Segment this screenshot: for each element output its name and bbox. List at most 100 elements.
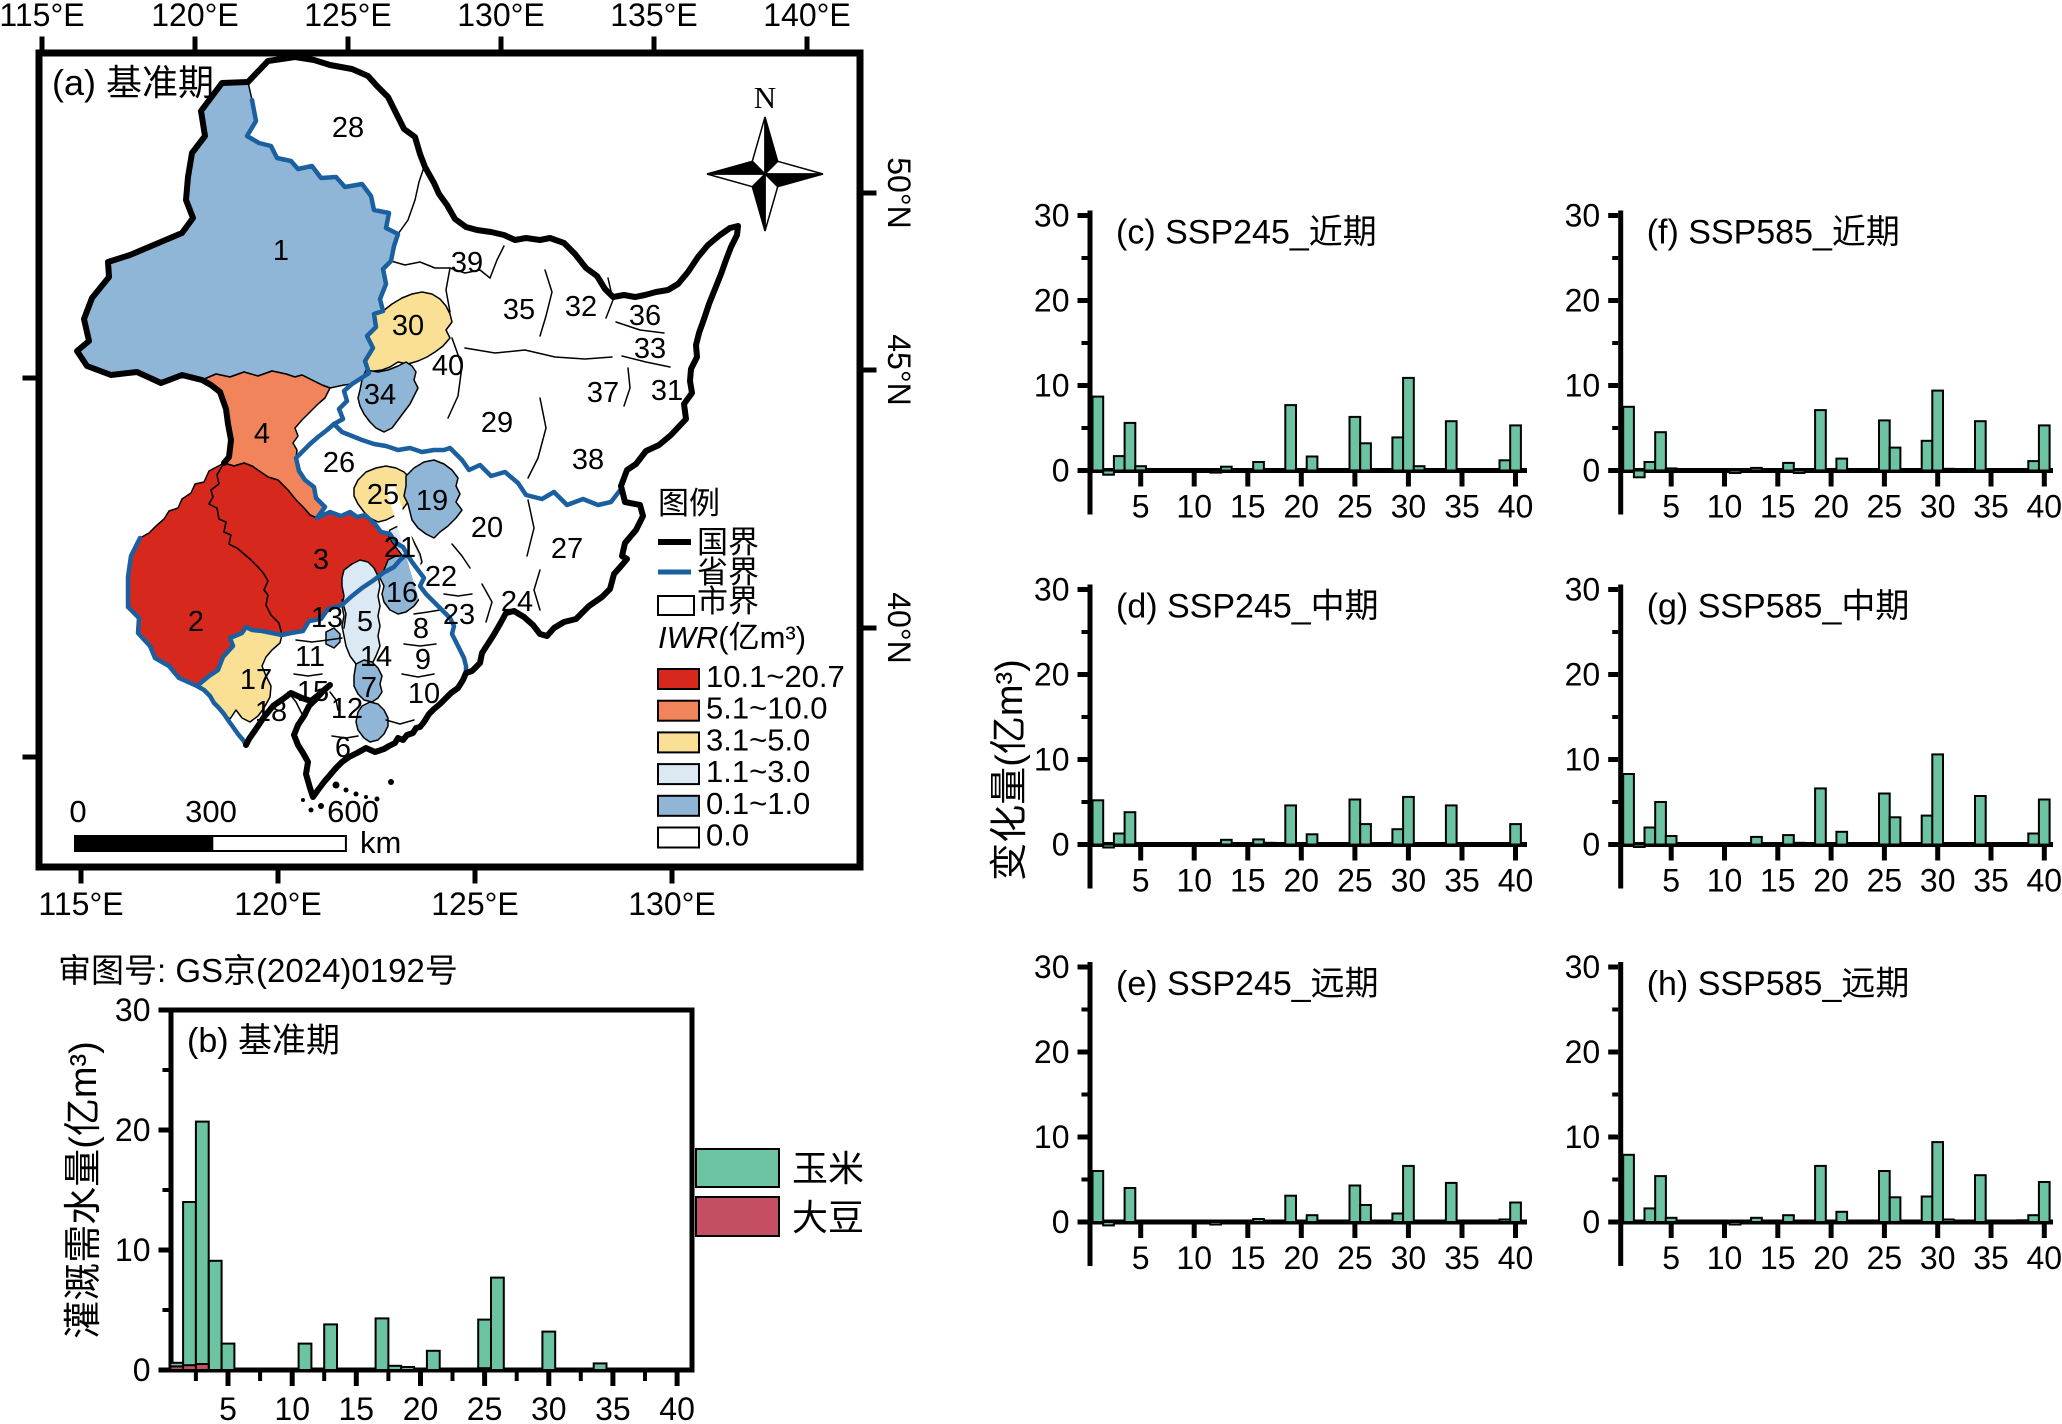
svg-text:审图号: GS京(2024)0192号: 审图号: GS京(2024)0192号 xyxy=(58,952,458,989)
svg-text:25: 25 xyxy=(1867,863,1903,899)
svg-text:25: 25 xyxy=(1337,1240,1373,1276)
svg-text:(c) SSP245_近期: (c) SSP245_近期 xyxy=(1116,214,1377,252)
svg-text:省界: 省界 xyxy=(697,555,759,590)
svg-text:(h) SSP585_远期: (h) SSP585_远期 xyxy=(1647,965,1910,1003)
svg-text:图例: 图例 xyxy=(658,486,720,521)
svg-text:40: 40 xyxy=(659,1391,695,1424)
svg-text:35: 35 xyxy=(1444,863,1480,899)
svg-text:35: 35 xyxy=(1973,1240,2009,1276)
svg-text:5: 5 xyxy=(1132,1240,1150,1276)
svg-text:市界: 市界 xyxy=(697,584,759,619)
svg-text:30: 30 xyxy=(1034,198,1070,234)
svg-text:29: 29 xyxy=(481,407,513,439)
svg-text:10: 10 xyxy=(274,1391,310,1424)
svg-text:600: 600 xyxy=(327,794,379,829)
svg-text:35: 35 xyxy=(503,294,535,326)
svg-text:3.1~5.0: 3.1~5.0 xyxy=(706,722,810,757)
svg-text:35: 35 xyxy=(1444,1240,1480,1276)
svg-text:130°E: 130°E xyxy=(628,886,716,922)
svg-text:40: 40 xyxy=(2027,1240,2062,1276)
svg-text:35: 35 xyxy=(595,1391,631,1424)
svg-text:130°E: 130°E xyxy=(457,0,545,33)
svg-text:9: 9 xyxy=(415,644,431,676)
svg-text:31: 31 xyxy=(651,375,683,407)
svg-text:15: 15 xyxy=(1230,489,1266,525)
svg-text:20: 20 xyxy=(1565,657,1601,693)
svg-text:3: 3 xyxy=(313,544,329,576)
svg-text:20: 20 xyxy=(1813,489,1849,525)
svg-text:玉米: 玉米 xyxy=(792,1148,864,1189)
svg-text:25: 25 xyxy=(1867,1240,1903,1276)
svg-text:7: 7 xyxy=(361,672,377,704)
svg-text:1.1~3.0: 1.1~3.0 xyxy=(706,754,810,789)
svg-text:22: 22 xyxy=(425,561,457,593)
svg-text:25: 25 xyxy=(1337,863,1373,899)
svg-text:灌溉需水量(亿m³): 灌溉需水量(亿m³) xyxy=(63,1041,105,1339)
svg-text:26: 26 xyxy=(323,447,355,479)
svg-text:10: 10 xyxy=(1176,1240,1212,1276)
svg-text:30: 30 xyxy=(1565,949,1601,985)
svg-text:125°E: 125°E xyxy=(304,0,392,33)
svg-text:40: 40 xyxy=(2027,489,2062,525)
svg-text:8: 8 xyxy=(413,613,429,645)
svg-text:135°E: 135°E xyxy=(610,0,698,33)
svg-text:40: 40 xyxy=(432,350,464,382)
svg-text:5: 5 xyxy=(1662,489,1680,525)
svg-text:17: 17 xyxy=(240,664,272,696)
svg-text:20: 20 xyxy=(403,1391,439,1424)
svg-text:10: 10 xyxy=(1707,1240,1743,1276)
svg-text:10: 10 xyxy=(1176,489,1212,525)
svg-text:30: 30 xyxy=(1391,489,1427,525)
svg-text:30: 30 xyxy=(1391,1240,1427,1276)
svg-text:15: 15 xyxy=(339,1391,375,1424)
svg-text:115°E: 115°E xyxy=(0,0,85,33)
svg-text:33: 33 xyxy=(634,333,666,365)
svg-text:300: 300 xyxy=(185,794,237,829)
svg-text:25: 25 xyxy=(1867,489,1903,525)
svg-text:20: 20 xyxy=(1565,283,1601,319)
svg-text:27: 27 xyxy=(551,533,583,565)
svg-text:10: 10 xyxy=(1565,1119,1601,1155)
svg-text:5: 5 xyxy=(1662,863,1680,899)
svg-text:4: 4 xyxy=(254,418,270,450)
svg-text:5: 5 xyxy=(1132,863,1150,899)
svg-text:20: 20 xyxy=(1565,1034,1601,1070)
svg-text:30: 30 xyxy=(1034,572,1070,608)
svg-text:国界: 国界 xyxy=(697,525,759,560)
svg-text:5.1~10.0: 5.1~10.0 xyxy=(706,691,828,726)
svg-text:14: 14 xyxy=(360,641,392,673)
svg-text:50°N: 50°N xyxy=(881,157,917,229)
svg-text:2: 2 xyxy=(188,606,204,638)
svg-text:30: 30 xyxy=(531,1391,567,1424)
svg-text:24: 24 xyxy=(501,586,533,618)
svg-text:(a) 基准期: (a) 基准期 xyxy=(52,62,214,103)
svg-text:10: 10 xyxy=(1034,1119,1070,1155)
svg-text:28: 28 xyxy=(332,112,364,144)
svg-text:10.1~20.7: 10.1~20.7 xyxy=(706,659,845,694)
svg-text:(g) SSP585_中期: (g) SSP585_中期 xyxy=(1647,588,1910,626)
svg-text:20: 20 xyxy=(1284,489,1320,525)
svg-text:30: 30 xyxy=(1565,198,1601,234)
svg-text:(d) SSP245_中期: (d) SSP245_中期 xyxy=(1116,588,1379,626)
svg-text:6: 6 xyxy=(335,732,351,764)
svg-text:5: 5 xyxy=(219,1391,237,1424)
svg-text:5: 5 xyxy=(1132,489,1150,525)
svg-text:(b) 基准期: (b) 基准期 xyxy=(187,1022,340,1060)
svg-text:30: 30 xyxy=(1920,1240,1956,1276)
svg-text:20: 20 xyxy=(1284,863,1320,899)
svg-text:45°N: 45°N xyxy=(881,334,917,406)
svg-text:36: 36 xyxy=(629,300,661,332)
svg-text:km: km xyxy=(360,825,401,860)
svg-text:39: 39 xyxy=(451,247,483,279)
svg-text:30: 30 xyxy=(1565,572,1601,608)
svg-text:35: 35 xyxy=(1973,863,2009,899)
svg-text:34: 34 xyxy=(364,379,396,411)
svg-text:35: 35 xyxy=(1973,489,2009,525)
svg-text:20: 20 xyxy=(1034,1034,1070,1070)
svg-text:40: 40 xyxy=(2027,863,2062,899)
svg-text:20: 20 xyxy=(471,512,503,544)
svg-text:0: 0 xyxy=(1052,453,1070,489)
svg-text:115°E: 115°E xyxy=(38,886,123,922)
svg-text:37: 37 xyxy=(587,377,619,409)
svg-text:15: 15 xyxy=(1230,1240,1266,1276)
